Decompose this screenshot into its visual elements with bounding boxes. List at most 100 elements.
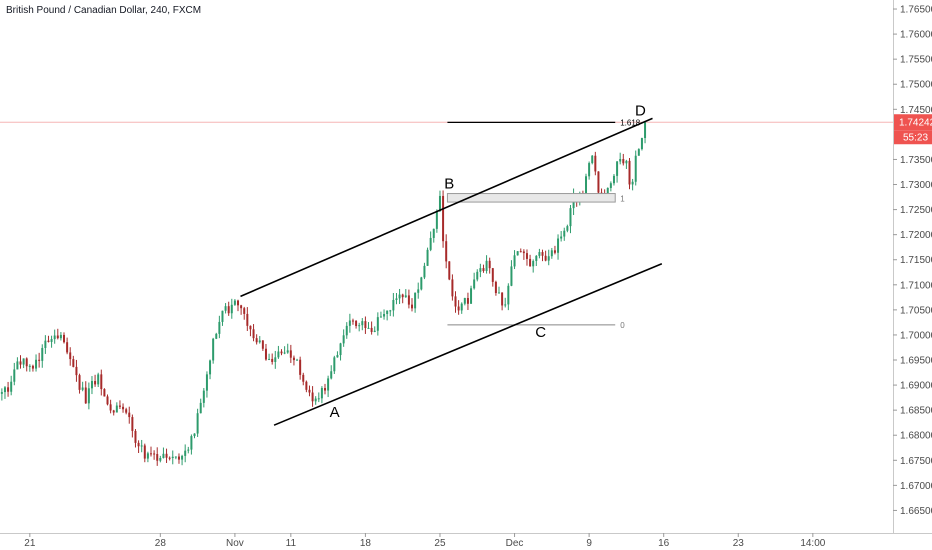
candle-body bbox=[423, 265, 426, 278]
candle bbox=[330, 365, 333, 380]
candle-body bbox=[370, 327, 373, 332]
candle-body bbox=[320, 388, 323, 399]
candle-body bbox=[417, 289, 420, 293]
price-tick-label: 1.76500 bbox=[900, 5, 932, 16]
candle-body bbox=[168, 457, 171, 459]
candle-body bbox=[261, 340, 264, 349]
candle bbox=[644, 120, 647, 144]
candle-body bbox=[125, 409, 128, 413]
candle bbox=[563, 227, 566, 241]
price-tick-label: 1.73000 bbox=[900, 180, 932, 191]
candle bbox=[271, 353, 274, 365]
candle bbox=[616, 161, 619, 183]
candle-body bbox=[637, 149, 640, 156]
candle-body bbox=[7, 387, 10, 392]
channel-upper-line[interactable] bbox=[240, 117, 653, 298]
candle bbox=[240, 304, 243, 315]
candle-body bbox=[519, 251, 522, 253]
candle bbox=[324, 383, 327, 395]
candle bbox=[165, 448, 168, 463]
candle bbox=[156, 447, 159, 466]
candle-body bbox=[367, 327, 370, 329]
candle bbox=[174, 456, 177, 460]
candle bbox=[367, 322, 370, 329]
time-axis[interactable]: 21 28 Nov 11 18 25 Dec 9 16 23 14:00 bbox=[24, 533, 826, 549]
candle bbox=[522, 249, 525, 260]
fib-level-label: 0 bbox=[620, 321, 625, 330]
candle-body bbox=[376, 317, 379, 331]
candle bbox=[476, 269, 479, 282]
candle-body bbox=[383, 314, 386, 317]
candle bbox=[320, 386, 323, 404]
candle-body bbox=[395, 298, 398, 300]
candle bbox=[72, 355, 75, 368]
candle bbox=[541, 249, 544, 262]
candle-body bbox=[38, 359, 41, 361]
candle bbox=[392, 293, 395, 317]
countdown-value: 55:23 bbox=[903, 133, 928, 144]
fib-zone[interactable] bbox=[446, 193, 616, 203]
drawing-tools[interactable]: 1.618 1 0 A B C D bbox=[240, 102, 663, 426]
candle-body bbox=[84, 387, 87, 404]
time-tick-label: 25 bbox=[434, 538, 446, 549]
price-axis[interactable]: 1.76500 1.76000 1.75500 1.75000 1.74500 1.735… bbox=[893, 5, 932, 517]
point-label-b[interactable]: B bbox=[444, 176, 454, 193]
candle bbox=[268, 353, 271, 361]
candle-body bbox=[22, 358, 25, 365]
candle-body bbox=[333, 357, 336, 372]
candle bbox=[283, 346, 286, 355]
candle bbox=[494, 280, 497, 296]
candle bbox=[370, 321, 373, 335]
price-tick-label: 1.72500 bbox=[900, 205, 932, 216]
candle-body bbox=[292, 357, 295, 361]
candle bbox=[389, 309, 392, 317]
candle-body bbox=[25, 358, 28, 367]
candle-body bbox=[19, 361, 22, 365]
candle bbox=[227, 301, 230, 316]
candle-body bbox=[389, 310, 392, 312]
candle-body bbox=[311, 392, 314, 402]
candle bbox=[336, 351, 339, 358]
candle-body bbox=[131, 417, 134, 431]
point-label-c[interactable]: C bbox=[535, 324, 546, 341]
candle-body bbox=[87, 388, 90, 404]
candle-body bbox=[538, 252, 541, 256]
candle-body bbox=[230, 304, 233, 314]
candle bbox=[513, 250, 516, 270]
candle bbox=[376, 312, 379, 336]
candle-body bbox=[202, 390, 205, 403]
candle-body bbox=[134, 430, 137, 443]
candle-body bbox=[432, 228, 435, 238]
candle bbox=[224, 303, 227, 314]
candle bbox=[342, 329, 345, 347]
candle-body bbox=[190, 436, 193, 450]
candle bbox=[594, 151, 597, 176]
candle-body bbox=[264, 348, 267, 360]
candle-body bbox=[525, 253, 528, 259]
candle-body bbox=[50, 339, 53, 342]
candle bbox=[277, 345, 280, 359]
candle bbox=[31, 364, 34, 372]
candle bbox=[249, 325, 252, 337]
candle bbox=[432, 228, 435, 243]
candle-body bbox=[94, 381, 97, 385]
candle bbox=[302, 372, 305, 386]
channel-lower-line[interactable] bbox=[273, 263, 663, 426]
candle bbox=[479, 263, 482, 278]
candle bbox=[327, 375, 330, 398]
candle bbox=[28, 364, 31, 372]
candle bbox=[420, 276, 423, 291]
candle-body bbox=[488, 260, 491, 269]
candle-body bbox=[628, 160, 631, 185]
candle bbox=[109, 399, 112, 414]
price-tick-label: 1.72000 bbox=[900, 230, 932, 241]
candle-body bbox=[150, 453, 153, 455]
candle-body bbox=[59, 334, 62, 339]
price-tick-label: 1.67500 bbox=[900, 456, 932, 467]
candle-body bbox=[463, 298, 466, 304]
point-label-d[interactable]: D bbox=[635, 102, 646, 119]
candle bbox=[230, 298, 233, 319]
point-label-a[interactable]: A bbox=[330, 404, 340, 421]
